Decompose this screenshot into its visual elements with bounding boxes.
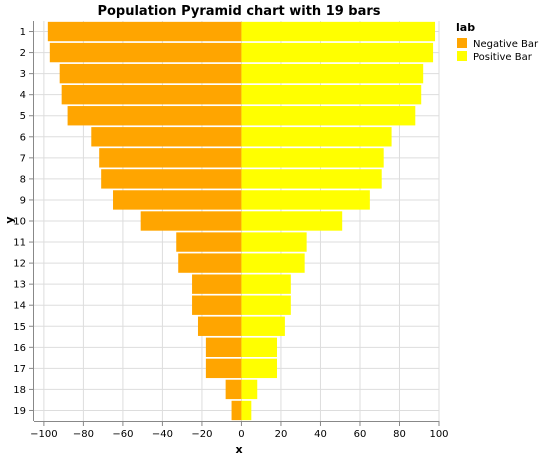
- x-tick-label-0: −100: [30, 429, 57, 440]
- x-axis: −100 −80 −60 −40 −20 0 20 40 60 80 100: [30, 421, 449, 440]
- bar-positive-17: [241, 358, 277, 379]
- x-tick-label-1: −80: [73, 429, 94, 440]
- y-tick-label-8: 8: [20, 174, 26, 185]
- bar-positive-7: [241, 148, 384, 168]
- y-tick-label-5: 5: [20, 111, 26, 122]
- x-tick-label-5: 0: [238, 429, 244, 440]
- bar-negative-2: [49, 42, 242, 63]
- bar-negative-18: [225, 379, 242, 400]
- bar-negative-14: [192, 295, 242, 315]
- bar-positive-8: [241, 169, 382, 189]
- bar-positive-3: [241, 63, 424, 84]
- bar-negative-17: [205, 358, 242, 379]
- x-tick-label-4: −20: [191, 429, 212, 440]
- bar-negative-12: [178, 253, 242, 273]
- bar-negative-1: [47, 21, 242, 42]
- bar-positive-12: [241, 253, 305, 273]
- y-tick-label-1: 1: [20, 27, 26, 38]
- bar-negative-19: [231, 400, 242, 421]
- bar-negative-4: [61, 85, 242, 105]
- bar-negative-6: [91, 127, 242, 147]
- y-tick-label-12: 12: [13, 259, 26, 270]
- x-tick-label-6: 20: [275, 429, 288, 440]
- y-tick-label-4: 4: [20, 90, 26, 101]
- y-tick-label-13: 13: [13, 280, 26, 291]
- x-tick-label-8: 60: [354, 429, 367, 440]
- y-axis-title: y: [3, 216, 16, 223]
- bar-negative-9: [113, 190, 242, 210]
- x-tick-label-3: −40: [152, 429, 173, 440]
- legend-title: lab: [456, 21, 475, 34]
- y-tick-label-10: 10: [13, 217, 26, 228]
- y-tick-label-2: 2: [20, 48, 26, 59]
- y-tick-label-19: 19: [13, 406, 26, 417]
- x-tick-label-2: −60: [112, 429, 133, 440]
- bar-positive-14: [241, 295, 291, 315]
- y-tick-label-15: 15: [13, 322, 26, 333]
- bar-positive-18: [241, 379, 258, 400]
- bars: [47, 21, 436, 421]
- bar-positive-2: [241, 42, 434, 63]
- legend-swatch-negative: [457, 38, 467, 48]
- y-tick-label-17: 17: [13, 364, 26, 375]
- legend: lab Negative Bar Positive Bar: [456, 21, 539, 63]
- legend-label-negative: Negative Bar: [473, 39, 539, 50]
- bar-positive-5: [241, 106, 416, 126]
- legend-swatch-positive: [457, 51, 467, 61]
- bar-positive-6: [241, 127, 392, 147]
- bar-negative-5: [67, 106, 242, 126]
- y-tick-label-16: 16: [13, 343, 26, 354]
- bar-negative-16: [205, 337, 242, 357]
- bar-negative-3: [59, 63, 242, 84]
- bar-negative-11: [176, 232, 242, 252]
- bar-negative-7: [99, 148, 242, 168]
- y-tick-label-7: 7: [20, 153, 26, 164]
- y-tick-label-9: 9: [20, 195, 26, 206]
- bar-negative-15: [197, 316, 242, 336]
- y-tick-label-6: 6: [20, 132, 26, 143]
- bar-positive-1: [241, 21, 436, 42]
- bar-positive-9: [241, 190, 370, 210]
- bar-positive-16: [241, 337, 277, 357]
- y-tick-label-3: 3: [20, 69, 26, 80]
- x-tick-label-7: 40: [314, 429, 327, 440]
- x-tick-label-10: 100: [429, 429, 448, 440]
- x-tick-label-9: 80: [393, 429, 406, 440]
- y-tick-label-11: 11: [13, 238, 26, 249]
- bar-negative-8: [101, 169, 242, 189]
- bar-positive-11: [241, 232, 307, 252]
- y-tick-label-18: 18: [13, 385, 26, 396]
- bar-positive-4: [241, 85, 422, 105]
- bar-positive-10: [241, 211, 343, 231]
- bar-negative-10: [140, 211, 242, 231]
- chart-title: Population Pyramid chart with 19 bars: [97, 4, 380, 19]
- bar-positive-13: [241, 274, 291, 294]
- bar-positive-15: [241, 316, 285, 336]
- x-axis-title: x: [235, 443, 242, 456]
- bar-negative-13: [192, 274, 242, 294]
- legend-label-positive: Positive Bar: [473, 52, 533, 63]
- bar-positive-19: [241, 400, 252, 421]
- y-tick-label-14: 14: [13, 301, 26, 312]
